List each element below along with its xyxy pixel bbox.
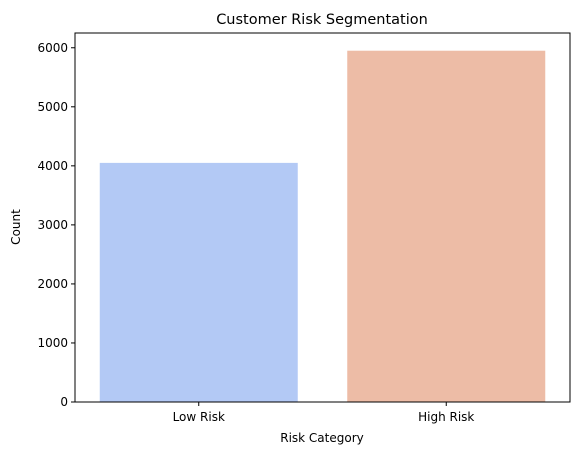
y-ticks-layer: 0 1000 2000 3000 4000 5000 6000 [37, 41, 75, 409]
x-tick-label: High Risk [418, 410, 474, 424]
bar-high-risk [347, 50, 546, 402]
y-tick-label: 4000 [37, 159, 68, 173]
x-tick-label: Low Risk [173, 410, 225, 424]
plot-frame [74, 32, 571, 403]
y-tick-label: 2000 [37, 277, 68, 291]
bars-layer [99, 50, 546, 402]
y-tick-label: 6000 [37, 41, 68, 55]
x-ticks-layer: Low Risk High Risk [173, 402, 474, 424]
y-tick-label: 3000 [37, 218, 68, 232]
axes-layer [74, 32, 571, 403]
y-tick-label: 0 [60, 395, 68, 409]
bar-low-risk [99, 162, 298, 402]
y-tick-label: 1000 [37, 336, 68, 350]
chart-title: Customer Risk Segmentation [216, 12, 428, 28]
y-axis-title: Count [9, 209, 23, 245]
y-tick-label: 5000 [37, 100, 68, 114]
x-axis-title: Risk Category [280, 431, 364, 445]
